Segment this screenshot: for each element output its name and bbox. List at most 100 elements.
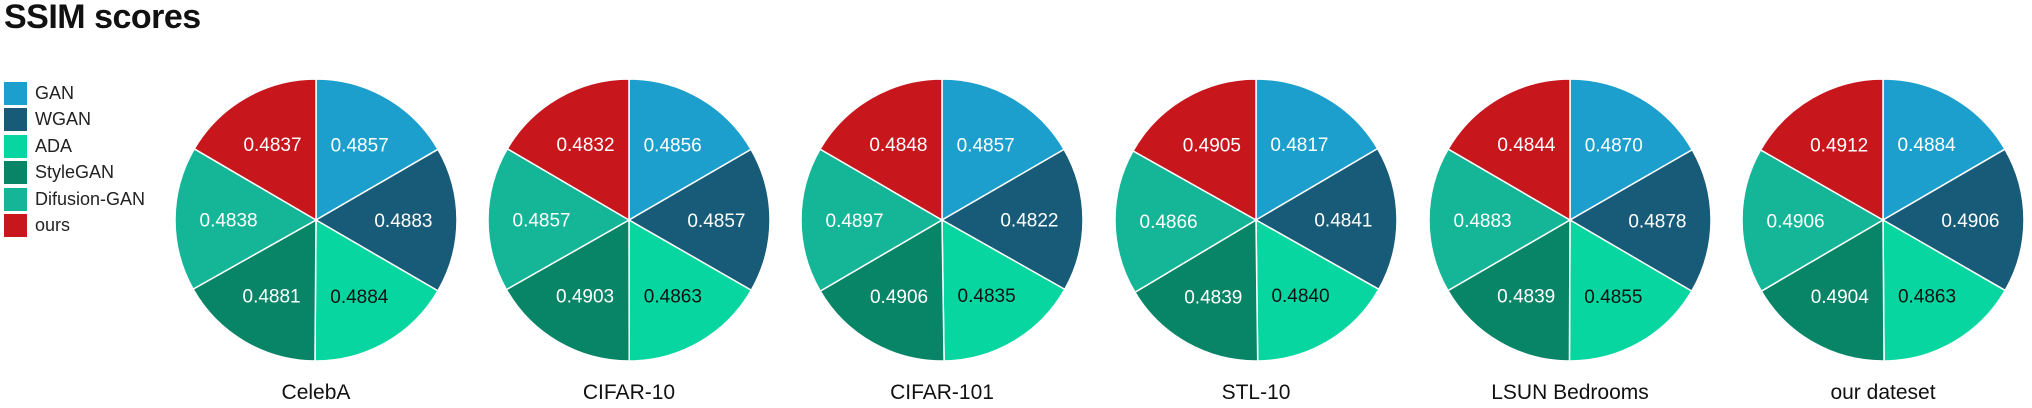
slice-value-label: 0.4855 (1584, 287, 1642, 308)
pie-slice (1568, 218, 1693, 362)
slice-value-label: 0.4884 (330, 287, 389, 308)
pie-slice (1568, 148, 1712, 293)
pie-slice (1759, 78, 1884, 222)
pie-slice (941, 218, 1066, 362)
legend-label: WGAN (35, 109, 91, 130)
legend-label: ours (35, 215, 71, 236)
slice-value-label: 0.4841 (1314, 210, 1372, 231)
slice-value-label: 0.4863 (644, 287, 702, 308)
legend-swatch (4, 161, 27, 185)
slice-value-label: 0.4839 (1497, 287, 1555, 308)
slice-value-label: 0.4884 (1898, 135, 1957, 156)
slice-value-label: 0.4857 (687, 211, 745, 232)
pie-slice (315, 78, 440, 222)
pie-slice (1882, 78, 2006, 222)
slice-value-label: 0.4904 (1811, 287, 1870, 308)
pie-chart: 0.4857 0.4822 0.4835 0.4906 0.4897 0.4848 CIFA… (800, 78, 1084, 404)
pie-chart-label: LSUN Bedrooms (1491, 381, 1649, 404)
legend-label: Difusion-GAN (35, 188, 146, 209)
slice-value-label: 0.4881 (243, 286, 301, 307)
slice-value-label: 0.4883 (1454, 211, 1512, 232)
legend-swatch (4, 81, 27, 105)
slice-value-label: 0.4857 (513, 210, 571, 231)
legend-label: ADA (35, 135, 73, 156)
pie-slice (192, 218, 317, 362)
pie-slice (819, 218, 945, 362)
legend: GAN WGAN ADA StyleGAN Difusion-GAN ours (4, 80, 145, 239)
slice-value-label: 0.4822 (1000, 211, 1058, 232)
slice-value-label: 0.4839 (1184, 287, 1242, 308)
slice-value-label: 0.4856 (644, 135, 702, 156)
pie-slice (1569, 78, 1694, 222)
pie-chart-label: STL-10 (1222, 381, 1291, 404)
slice-value-label: 0.4906 (870, 287, 928, 308)
pie-slice (628, 78, 753, 222)
slice-value-label: 0.4857 (957, 135, 1015, 156)
legend-item: ADA (4, 133, 145, 160)
pie-slice (1741, 148, 1885, 293)
pie-slice (800, 148, 944, 293)
pie-chart-label: CIFAR-10 (583, 381, 675, 404)
slice-value-label: 0.4844 (1497, 135, 1556, 156)
legend-item: StyleGAN (4, 160, 145, 187)
pie-slice (1446, 218, 1571, 362)
slice-value-label: 0.4866 (1140, 212, 1198, 233)
slice-value-label: 0.4912 (1810, 135, 1868, 156)
pie-slice (819, 78, 943, 222)
legend-swatch (4, 187, 27, 211)
slice-value-label: 0.4840 (1271, 286, 1329, 307)
pie-chart-label: CIFAR-101 (890, 381, 994, 404)
slice-value-label: 0.4835 (958, 286, 1016, 307)
pie-chart: 0.4817 0.4841 0.4840 0.4839 0.4866 0.4905 STL-… (1114, 78, 1398, 404)
legend-swatch (4, 214, 27, 238)
pie-slice (174, 147, 318, 291)
legend-label: StyleGAN (35, 162, 115, 183)
pie-slice (627, 148, 771, 292)
legend-swatch (4, 134, 27, 158)
slice-value-label: 0.4878 (1628, 211, 1686, 232)
pie-slice (941, 78, 1066, 222)
legend-label: GAN (35, 82, 75, 103)
pie-chart: 0.4870 0.4878 0.4855 0.4839 0.4883 0.4844 LSUN… (1428, 78, 1712, 404)
slice-value-label: 0.4857 (331, 135, 389, 156)
slice-value-label: 0.4838 (200, 210, 258, 231)
pie-slice (314, 148, 458, 292)
pie-chart: 0.4857 0.4883 0.4884 0.4881 0.4838 0.4837 Cele… (174, 78, 458, 404)
slice-value-label: 0.4832 (556, 135, 614, 156)
legend-item: GAN (4, 80, 145, 107)
slice-value-label: 0.4863 (1898, 287, 1956, 308)
pie-chart-label: our dateset (1830, 381, 1935, 404)
slice-value-label: 0.4870 (1585, 135, 1643, 156)
pie-slice (940, 148, 1084, 291)
slice-value-label: 0.4906 (1941, 211, 1999, 232)
slice-value-label: 0.4903 (556, 287, 614, 308)
pie-slice (1882, 218, 2007, 362)
legend-item: WGAN (4, 107, 145, 134)
slice-value-label: 0.4897 (826, 211, 884, 232)
pie-slice (628, 218, 753, 362)
pie-chart: 0.4856 0.4857 0.4863 0.4903 0.4857 0.4832 CIFA… (487, 78, 771, 404)
pie-slice (1114, 149, 1258, 294)
pie-slice (1255, 218, 1380, 362)
slice-value-label: 0.4817 (1270, 135, 1328, 156)
legend-item: Difusion-GAN (4, 186, 145, 213)
pie-slice (1254, 147, 1398, 291)
pie-slice (487, 147, 631, 291)
pie-slice (1881, 148, 2025, 292)
pie-slice (193, 78, 317, 222)
pie-slice (1133, 218, 1259, 362)
pie-chart: 0.4884 0.4906 0.4863 0.4904 0.4906 0.4912 our … (1741, 78, 2025, 404)
pie-slice (1255, 78, 1379, 222)
pie-slice (1428, 148, 1572, 292)
slice-value-label: 0.4905 (1183, 136, 1241, 157)
slice-value-label: 0.4848 (869, 135, 927, 156)
pie-slice (1760, 218, 1885, 362)
pie-chart-label: CelebA (282, 381, 351, 404)
slice-value-label: 0.4906 (1767, 211, 1825, 232)
pie-slice (506, 78, 630, 222)
legend-item: ours (4, 213, 145, 240)
slice-value-label: 0.4883 (374, 211, 432, 232)
slice-value-label: 0.4837 (243, 135, 301, 156)
legend-swatch (4, 108, 27, 132)
